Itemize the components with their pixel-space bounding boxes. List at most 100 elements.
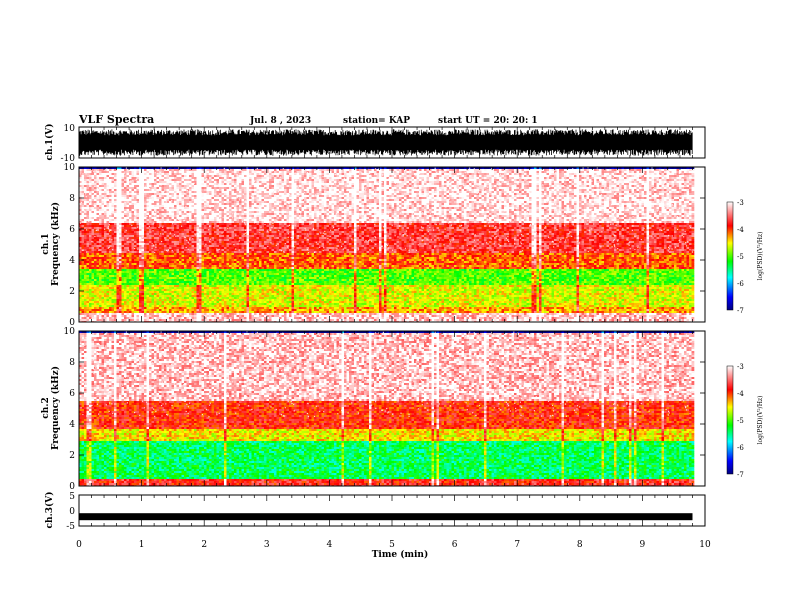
spectrogram-cell <box>179 183 182 185</box>
spectrogram-cell <box>112 309 115 311</box>
spectrogram-cell <box>122 217 125 219</box>
spectrogram-cell <box>167 309 170 311</box>
spectrogram-cell <box>102 313 105 315</box>
spectrogram-cell <box>89 175 92 177</box>
spectrogram-cell <box>169 185 172 187</box>
spectrogram-cell <box>124 183 127 185</box>
spectrogram-cell <box>112 303 115 305</box>
spectrogram-cell <box>99 201 102 203</box>
spectrogram-cell <box>182 315 185 317</box>
spectrogram-cell <box>144 203 147 205</box>
spectrogram-cell <box>132 239 135 241</box>
spectrogram-cell <box>127 177 130 179</box>
spectrogram-cell <box>202 177 205 179</box>
spectrogram-cell <box>139 253 142 255</box>
spectrogram-cell <box>109 259 112 261</box>
spectrogram-cell <box>152 293 155 295</box>
spectrogram-cell <box>227 281 230 283</box>
spectrogram-cell <box>92 267 95 269</box>
spectrogram-cell <box>172 179 175 181</box>
spectrogram-cell <box>202 197 205 199</box>
spectrogram-cell <box>144 299 147 301</box>
spectrogram-cell <box>219 199 222 201</box>
spectrogram-cell <box>112 181 115 183</box>
spectrogram-cell <box>104 261 107 263</box>
spectrogram-cell <box>214 173 217 175</box>
spectrogram-cell <box>82 191 85 193</box>
spectrogram-cell <box>107 279 110 281</box>
spectrogram-cell <box>104 207 107 209</box>
spectrogram-cell <box>112 253 115 255</box>
spectrogram-cell <box>129 197 132 199</box>
spectrogram-cell <box>229 231 232 233</box>
spectrogram-cell <box>97 201 100 203</box>
spectrogram-cell <box>184 265 187 267</box>
spectrogram-cell <box>229 249 232 251</box>
spectrogram-cell <box>87 285 90 287</box>
spectrogram-cell <box>137 309 140 311</box>
spectrogram-cell <box>202 179 205 181</box>
spectrogram-cell <box>212 279 215 281</box>
spectrogram-cell <box>92 187 95 189</box>
spectrogram-cell <box>119 203 122 205</box>
spectrogram-cell <box>182 311 185 313</box>
spectrogram-cell <box>162 277 165 279</box>
spectrogram-cell <box>157 211 160 213</box>
spectrogram-cell <box>199 291 202 293</box>
spectrogram-cell <box>237 215 240 217</box>
spectrogram-cell <box>172 251 175 253</box>
spectrogram-cell <box>177 199 180 201</box>
spectrogram-cell <box>199 173 202 175</box>
spectrogram-cell <box>207 239 210 241</box>
spectrogram-cell <box>204 283 207 285</box>
spectrogram-cell <box>97 239 100 241</box>
spectrogram-cell <box>214 255 217 257</box>
spectrogram-cell <box>122 237 125 239</box>
spectrogram-cell <box>92 215 95 217</box>
spectrogram-cell <box>84 233 87 235</box>
spectrogram-cell <box>149 243 152 245</box>
spectrogram-cell <box>199 287 202 289</box>
spectrogram-cell <box>197 191 200 193</box>
spectrogram-cell <box>119 197 122 199</box>
spectrogram-cell <box>182 191 185 193</box>
spectrogram-cell <box>202 201 205 203</box>
spectrogram-cell <box>167 289 170 291</box>
spectrogram-cell <box>104 269 107 271</box>
spectrogram-cell <box>207 171 210 173</box>
spectrogram-cell <box>114 309 117 311</box>
spectrogram-cell <box>182 265 185 267</box>
spectrogram-cell <box>102 191 105 193</box>
spectrogram-cell <box>227 277 230 279</box>
spectrogram-cell <box>192 265 195 267</box>
spectrogram-cell <box>149 317 152 319</box>
spectrogram-cell <box>119 315 122 317</box>
spectrogram-cell <box>214 223 217 225</box>
spectrogram-cell <box>179 295 182 297</box>
spectrogram-cell <box>204 229 207 231</box>
spectrogram-cell <box>109 191 112 193</box>
spectrogram-cell <box>202 255 205 257</box>
spectrogram-cell <box>107 257 110 259</box>
spectrogram-cell <box>202 287 205 289</box>
spectrogram-cell <box>199 295 202 297</box>
spectrogram-cell <box>89 277 92 279</box>
spectrogram-cell <box>144 171 147 173</box>
spectrogram-cell <box>124 209 127 211</box>
spectrogram-cell <box>187 261 190 263</box>
spectrogram-cell <box>102 179 105 181</box>
spectrogram-cell <box>227 265 230 267</box>
spectrogram-cell <box>119 181 122 183</box>
spectrogram-cell <box>114 225 117 227</box>
spectrogram-cell <box>104 255 107 257</box>
spectrogram-cell <box>202 227 205 229</box>
spectrogram-cell <box>137 237 140 239</box>
spectrogram-cell <box>147 173 150 175</box>
spectrogram-cell <box>197 313 200 315</box>
spectrogram-cell <box>189 283 192 285</box>
spectrogram-cell <box>162 199 165 201</box>
spectrogram-cell <box>224 177 227 179</box>
spectrogram-cell <box>194 261 197 263</box>
spectrogram-cell <box>154 257 157 259</box>
spectrogram-cell <box>104 257 107 259</box>
